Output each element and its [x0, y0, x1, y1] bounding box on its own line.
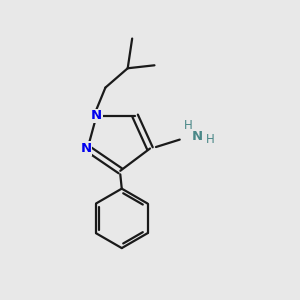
Text: H: H: [206, 133, 214, 146]
Text: N: N: [192, 130, 203, 143]
Text: N: N: [91, 109, 102, 122]
Text: H: H: [184, 119, 192, 132]
Text: N: N: [80, 142, 92, 155]
